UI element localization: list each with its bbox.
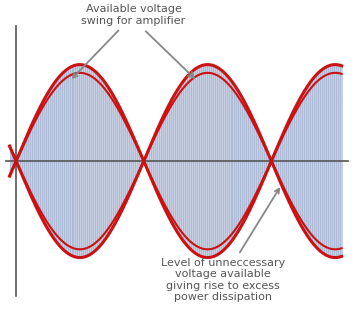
Text: Level of unneccessary
voltage available
giving rise to excess
power dissipation: Level of unneccessary voltage available …	[161, 189, 285, 302]
Text: Available voltage
swing for amplifier: Available voltage swing for amplifier	[73, 4, 186, 78]
